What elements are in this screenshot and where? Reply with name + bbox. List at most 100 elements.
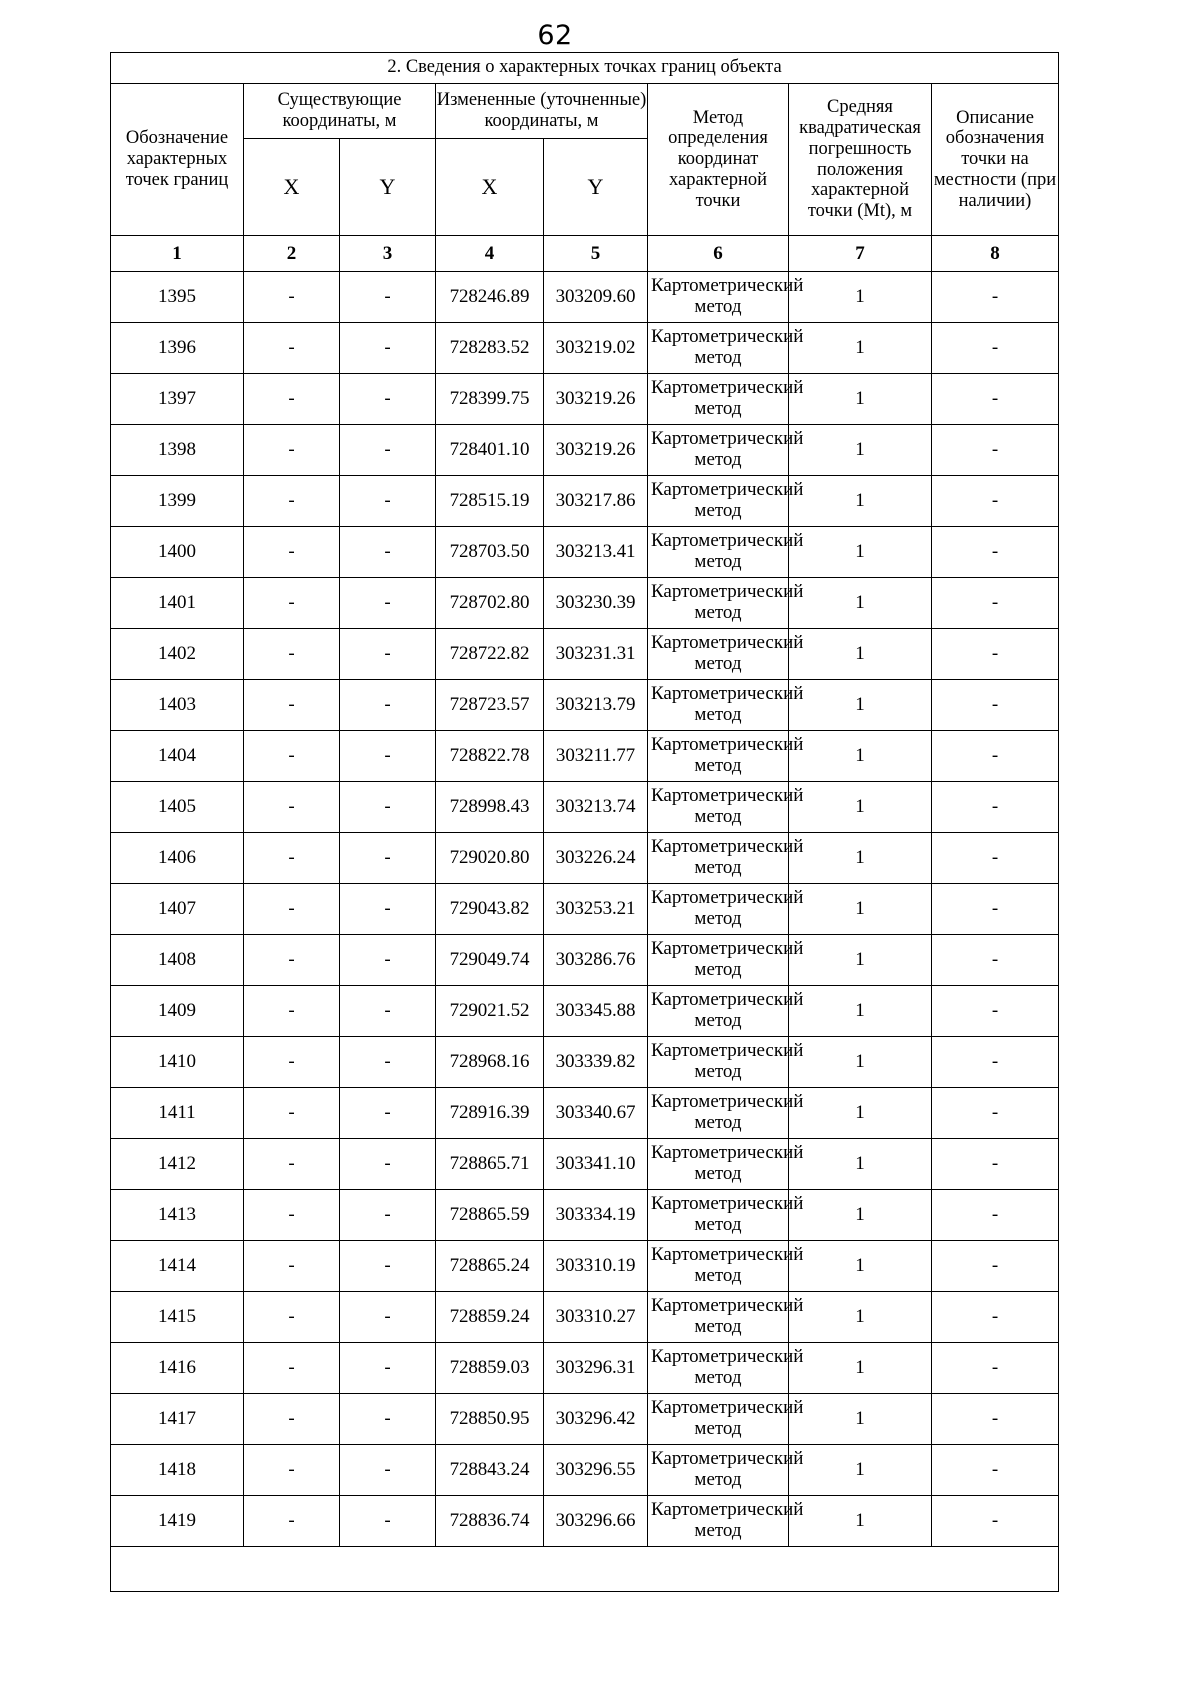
cell-rmse: 1: [788, 526, 932, 578]
cell-method: Картометрический метод: [647, 832, 803, 884]
cell-changed-x: 728968.16: [435, 1036, 544, 1088]
cell-description: -: [931, 1087, 1059, 1139]
table-footer-row: [110, 1546, 1059, 1592]
cell-description: -: [931, 730, 1059, 782]
cell-changed-y: 303310.27: [543, 1291, 648, 1343]
cell-rmse: 1: [788, 1393, 932, 1445]
cell-existing-y: -: [339, 1393, 436, 1445]
cell-method: Картометрический метод: [647, 628, 803, 680]
cell-point-designation: 1419: [110, 1495, 244, 1547]
cell-rmse: 1: [788, 322, 932, 374]
cell-point-designation: 1401: [110, 577, 244, 629]
cell-point-designation: 1397: [110, 373, 244, 425]
cell-changed-y: 303340.67: [543, 1087, 648, 1139]
cell-changed-x: 728515.19: [435, 475, 544, 527]
cell-rmse: 1: [788, 475, 932, 527]
cell-point-designation: 1396: [110, 322, 244, 374]
table-body: 1395- -728246.89 303209.60 Картометрический…: [110, 271, 1059, 1547]
cell-description: -: [931, 322, 1059, 374]
table-row: 1410- -728968.16 303339.82 Картометрический…: [110, 1036, 1059, 1088]
cell-point-designation: 1414: [110, 1240, 244, 1292]
cell-changed-x: 728399.75: [435, 373, 544, 425]
cell-description: -: [931, 883, 1059, 935]
header-existing-coordinates: Существующие координаты, м: [243, 83, 436, 139]
cell-point-designation: 1399: [110, 475, 244, 527]
cell-existing-x: -: [243, 1495, 340, 1547]
table-row: 1395- -728246.89 303209.60 Картометрический…: [110, 271, 1059, 323]
cell-changed-y: 303209.60: [543, 271, 648, 323]
cell-changed-y: 303296.42: [543, 1393, 648, 1445]
cell-changed-y: 303334.19: [543, 1189, 648, 1241]
cell-description: -: [931, 1138, 1059, 1190]
cell-changed-x: 728859.24: [435, 1291, 544, 1343]
cell-existing-x: -: [243, 1240, 340, 1292]
cell-existing-y: -: [339, 1495, 436, 1547]
cell-description: -: [931, 526, 1059, 578]
cell-existing-y: -: [339, 1036, 436, 1088]
cell-rmse: 1: [788, 781, 932, 833]
cell-existing-y: -: [339, 577, 436, 629]
header-point-designation: Обозначение характерных точек границ: [110, 83, 244, 236]
cell-method: Картометрический метод: [647, 985, 803, 1037]
cell-changed-x: 728401.10: [435, 424, 544, 476]
cell-changed-x: 728843.24: [435, 1444, 544, 1496]
cell-changed-y: 303219.26: [543, 373, 648, 425]
cell-rmse: 1: [788, 1495, 932, 1547]
cell-point-designation: 1412: [110, 1138, 244, 1190]
header-description: Описание обозначения точки на местности …: [931, 83, 1059, 236]
cell-existing-y: -: [339, 781, 436, 833]
table-row: 1412- -728865.71 303341.10 Картометрический…: [110, 1138, 1059, 1190]
cell-changed-y: 303219.26: [543, 424, 648, 476]
cell-changed-x: 728722.82: [435, 628, 544, 680]
table-row: 1398- -728401.10 303219.26 Картометрический…: [110, 424, 1059, 476]
cell-existing-y: -: [339, 1087, 436, 1139]
cell-method: Картометрический метод: [647, 577, 803, 629]
cell-rmse: 1: [788, 832, 932, 884]
cell-changed-x: 729043.82: [435, 883, 544, 935]
cell-rmse: 1: [788, 1189, 932, 1241]
cell-point-designation: 1395: [110, 271, 244, 323]
cell-existing-x: -: [243, 883, 340, 935]
cell-changed-x: 728916.39: [435, 1087, 544, 1139]
cell-rmse: 1: [788, 679, 932, 731]
header-rmse: Средняя квадратическая погрешность полож…: [788, 83, 932, 236]
cell-description: -: [931, 781, 1059, 833]
table-row: 1401- -728702.80 303230.39 Картометрический…: [110, 577, 1059, 629]
cell-existing-y: -: [339, 1138, 436, 1190]
cell-changed-y: 303217.86: [543, 475, 648, 527]
header-row-xy: X Y X Y: [111, 138, 1059, 236]
cell-point-designation: 1409: [110, 985, 244, 1037]
cell-rmse: 1: [788, 424, 932, 476]
cell-changed-y: 303286.76: [543, 934, 648, 986]
cell-changed-y: 303296.31: [543, 1342, 648, 1394]
table-row: 1402- -728722.82 303231.31 Картометрический…: [110, 628, 1059, 680]
header-existing-x: X: [243, 138, 340, 236]
table-row: 1396- -728283.52 303219.02 Картометрический…: [110, 322, 1059, 374]
header-changed-coordinates: Измененные (уточненные) координаты, м: [435, 83, 648, 139]
cell-description: -: [931, 679, 1059, 731]
cell-method: Картометрический метод: [647, 1393, 803, 1445]
cell-point-designation: 1416: [110, 1342, 244, 1394]
cell-changed-x: 728822.78: [435, 730, 544, 782]
cell-changed-y: 303231.31: [543, 628, 648, 680]
cell-existing-x: -: [243, 1291, 340, 1343]
cell-changed-x: 728998.43: [435, 781, 544, 833]
cell-point-designation: 1402: [110, 628, 244, 680]
table-row: 1406- -729020.80 303226.24 Картометрический…: [110, 832, 1059, 884]
table-row: 1397- -728399.75 303219.26 Картометрический…: [110, 373, 1059, 425]
cell-point-designation: 1403: [110, 679, 244, 731]
cell-rmse: 1: [788, 730, 932, 782]
table-row: 1419- -728836.74 303296.66 Картометрический…: [110, 1495, 1059, 1547]
cell-changed-x: 729020.80: [435, 832, 544, 884]
cell-existing-y: -: [339, 1240, 436, 1292]
cell-existing-x: -: [243, 1036, 340, 1088]
cell-point-designation: 1398: [110, 424, 244, 476]
cell-method: Картометрический метод: [647, 883, 803, 935]
cell-changed-y: 303339.82: [543, 1036, 648, 1088]
table-row: 1409- -729021.52 303345.88 Картометрический…: [110, 985, 1059, 1037]
cell-method: Картометрический метод: [647, 1444, 803, 1496]
cell-existing-x: -: [243, 322, 340, 374]
cell-existing-x: -: [243, 1393, 340, 1445]
column-number-7: 7: [788, 235, 932, 272]
cell-changed-y: 303253.21: [543, 883, 648, 935]
